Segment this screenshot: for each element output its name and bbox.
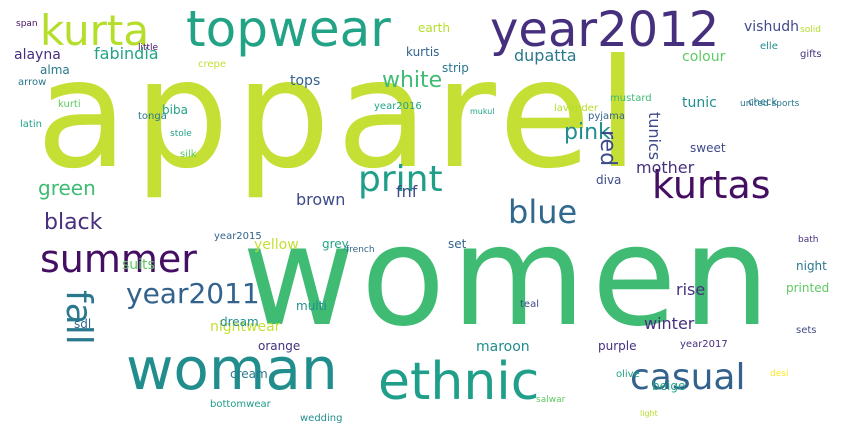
word-kurta: kurta (40, 6, 150, 55)
word-year2017: year2017 (680, 339, 728, 350)
word-cream: cream (230, 367, 268, 381)
word-teal: teal (520, 299, 539, 310)
word-alma: alma (40, 63, 70, 77)
word-year2015: year2015 (214, 231, 262, 242)
word-colour: colour (682, 49, 726, 65)
word-orange: orange (258, 339, 301, 353)
word-olive: olive (616, 369, 640, 380)
word-pink: pink (564, 120, 611, 145)
word-elle: elle (760, 41, 778, 52)
word-dream: dream (220, 315, 259, 329)
word-biba: biba (162, 103, 188, 117)
word-maroon: maroon (476, 339, 530, 355)
word-lavender: lavender (554, 103, 598, 114)
word-topwear: topwear (186, 0, 391, 58)
word-yellow: yellow (254, 237, 299, 253)
word-brown: brown (296, 190, 346, 209)
word-red: red (595, 130, 620, 167)
word-latin: latin (20, 119, 42, 130)
word-sweet: sweet (690, 141, 726, 155)
word-strip: strip (442, 61, 469, 75)
word-tonga: tonga (138, 111, 167, 122)
word-sdl: sdl (74, 317, 92, 331)
word-summer: summer (40, 237, 197, 281)
word-purple: purple (598, 339, 637, 353)
word-year2011: year2011 (126, 277, 260, 310)
word-check: check (748, 97, 778, 108)
word-mukul: mukul (470, 107, 495, 116)
word-beige: beige (652, 379, 686, 393)
word-ethnic: ethnic (378, 352, 540, 412)
word-green: green (38, 176, 96, 200)
word-mother: mother (636, 158, 695, 177)
word-sets: sets (796, 325, 817, 336)
word-night: night (796, 259, 827, 273)
word-suits: suits (122, 257, 155, 273)
word-tops: tops (290, 73, 321, 89)
word-winter: winter (644, 314, 695, 333)
word-united-sports: united sports (740, 99, 800, 109)
word-grey: grey (322, 237, 349, 251)
word-multi: multi (296, 299, 327, 313)
word-apparel: apparel (36, 28, 645, 202)
word-pyjama: pyjama (588, 111, 626, 122)
word-kurtas: kurtas (652, 163, 771, 207)
word-dupatta: dupatta (514, 46, 577, 65)
word-kurti: kurti (58, 99, 81, 110)
word-woman: woman (126, 335, 338, 403)
word-mustard: mustard (610, 93, 652, 104)
word-kurtis: kurtis (406, 45, 440, 59)
word-fnf: fnf (396, 182, 418, 201)
word-diva: diva (596, 173, 622, 187)
word-light: light (640, 409, 658, 418)
word-solid: solid (800, 25, 821, 35)
word-stole: stole (170, 129, 192, 139)
word-arrow: arrow (18, 77, 47, 88)
word-crepe: crepe (198, 59, 227, 70)
word-alayna: alayna (14, 47, 61, 63)
word-desi: desi (770, 369, 789, 379)
word-rise: rise (676, 280, 706, 299)
word-women: women (242, 196, 777, 357)
word-black: black (44, 210, 103, 235)
word-year2016: year2016 (374, 101, 422, 112)
word-year2012: year2012 (490, 2, 720, 58)
word-set: set (448, 237, 467, 251)
word-tunic: tunic (682, 95, 717, 111)
word-white: white (382, 68, 443, 93)
word-span: span (16, 19, 38, 29)
word-fabindia: fabindia (94, 44, 159, 63)
word-silk: silk (180, 149, 197, 160)
word-bath: bath (798, 235, 819, 245)
word-earth: earth (418, 21, 450, 35)
word-fall: fall (58, 290, 99, 345)
word-little: little (138, 43, 159, 53)
word-nightwear: nightwear (210, 319, 281, 335)
word-blue: blue (508, 193, 578, 231)
word-salwar: salwar (536, 395, 566, 405)
word-printed: printed (786, 281, 830, 295)
word-wedding: wedding (300, 413, 343, 424)
word-gifts: gifts (800, 49, 822, 60)
word-casual: casual (630, 357, 746, 398)
word-bottomwear: bottomwear (210, 399, 271, 410)
word-french: french (346, 245, 375, 255)
word-tunics: tunics (645, 112, 664, 161)
word-vishudh: vishudh (744, 19, 799, 35)
word-print: print (358, 159, 443, 200)
